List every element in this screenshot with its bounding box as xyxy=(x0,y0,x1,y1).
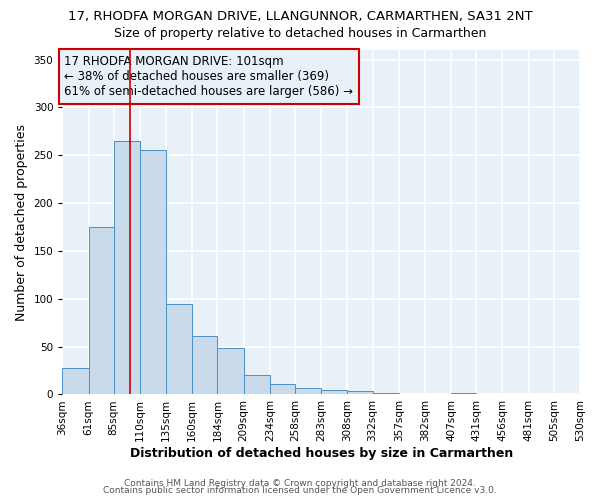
Bar xyxy=(244,376,270,394)
Bar xyxy=(217,348,244,395)
Bar xyxy=(89,227,113,394)
Text: Contains public sector information licensed under the Open Government Licence v3: Contains public sector information licen… xyxy=(103,486,497,495)
Bar xyxy=(62,368,89,394)
Bar xyxy=(347,390,373,394)
Bar xyxy=(140,150,166,394)
Bar xyxy=(192,336,217,394)
Bar xyxy=(451,392,476,394)
Text: 17, RHODFA MORGAN DRIVE, LLANGUNNOR, CARMARTHEN, SA31 2NT: 17, RHODFA MORGAN DRIVE, LLANGUNNOR, CAR… xyxy=(68,10,532,23)
Bar xyxy=(321,390,347,394)
Y-axis label: Number of detached properties: Number of detached properties xyxy=(15,124,28,320)
Text: Contains HM Land Registry data © Crown copyright and database right 2024.: Contains HM Land Registry data © Crown c… xyxy=(124,478,476,488)
Bar xyxy=(295,388,321,394)
Text: Size of property relative to detached houses in Carmarthen: Size of property relative to detached ho… xyxy=(114,28,486,40)
Text: 17 RHODFA MORGAN DRIVE: 101sqm
← 38% of detached houses are smaller (369)
61% of: 17 RHODFA MORGAN DRIVE: 101sqm ← 38% of … xyxy=(64,55,353,98)
X-axis label: Distribution of detached houses by size in Carmarthen: Distribution of detached houses by size … xyxy=(130,447,513,460)
Bar xyxy=(270,384,295,394)
Bar xyxy=(166,304,192,394)
Bar xyxy=(373,392,399,394)
Bar xyxy=(113,141,140,395)
